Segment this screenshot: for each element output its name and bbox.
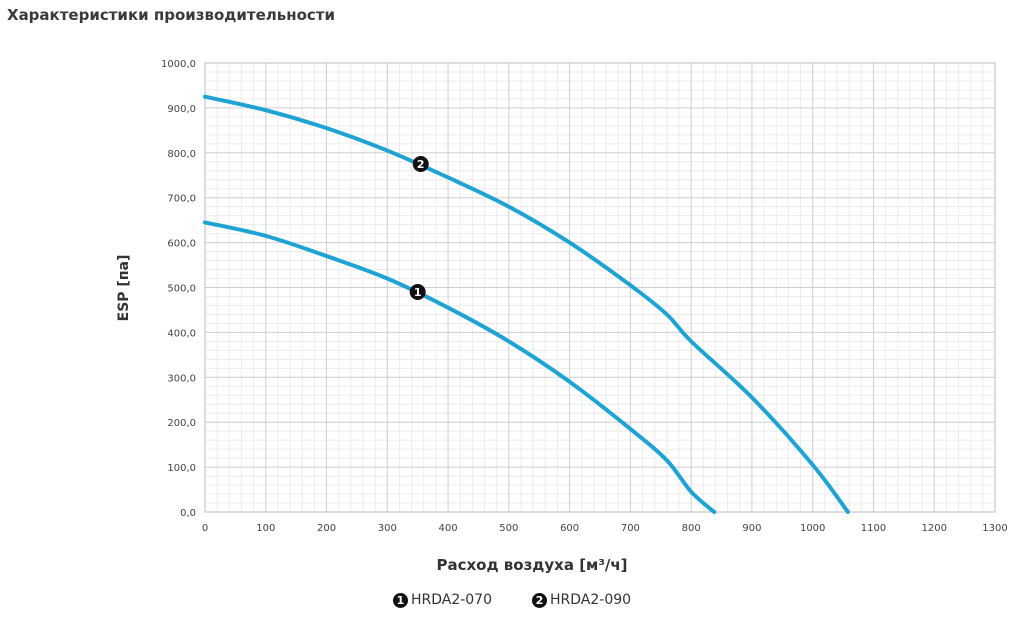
x-tick-label: 300 xyxy=(378,523,397,534)
legend-item-2: 2 HRDA2-090 xyxy=(532,592,631,608)
x-axis-ticks: 0 100 200 300 400 500 600 700 800 900 1000 1100 1200… xyxy=(202,523,1008,534)
series-marker-2 xyxy=(412,156,429,173)
plot-frame xyxy=(204,62,996,513)
y-tick-label: 500,0 xyxy=(167,284,196,295)
x-tick-label: 1100 xyxy=(861,523,886,534)
series-group xyxy=(203,94,850,514)
y-axis-label: ESP [па] xyxy=(116,255,132,322)
x-tick-label: 900 xyxy=(742,523,761,534)
series-marker-label-2: 2 xyxy=(417,158,425,171)
legend-marker-1: 1 xyxy=(392,592,408,608)
y-tick-label: 900,0 xyxy=(167,104,196,115)
y-tick-label: 700,0 xyxy=(167,194,196,205)
legend-label-1: HRDA2-070 xyxy=(410,592,492,608)
x-axis-label: Расход воздуха [м³/ч] xyxy=(436,556,627,574)
legend-marker-2: 2 xyxy=(532,592,547,608)
y-tick-label: 1000,0 xyxy=(161,59,196,70)
y-tick-label: 600,0 xyxy=(167,239,196,250)
series-marker-1 xyxy=(409,283,426,300)
series-line-1 xyxy=(203,220,717,514)
y-tick-label: 800,0 xyxy=(167,149,196,160)
y-tick-label: 100,0 xyxy=(167,463,196,474)
x-tick-label: 1300 xyxy=(982,523,1007,534)
y-tick-label: 400,0 xyxy=(167,328,196,339)
x-tick-label: 500 xyxy=(499,523,518,534)
y-tick-label: 300,0 xyxy=(167,373,196,384)
x-tick-label: 0 xyxy=(202,523,208,534)
x-tick-label: 600 xyxy=(560,523,579,534)
major-grid xyxy=(204,62,996,513)
x-tick-label: 100 xyxy=(256,523,275,534)
x-tick-label: 700 xyxy=(621,523,640,534)
legend: 1 HRDA2-070 2 HRDA2-090 xyxy=(0,592,1024,608)
y-axis-ticks: 0,0 100,0 200,0 300,0 400,0 500,0 600,0 700,0 80… xyxy=(161,59,196,519)
x-tick-label: 1000 xyxy=(800,523,825,534)
legend-item-1: 1 HRDA2-070 xyxy=(392,592,492,608)
performance-chart: 0 100 200 300 400 500 600 700 800 900 1000 1100 1200… xyxy=(116,59,1008,574)
x-tick-label: 400 xyxy=(439,523,458,534)
series-marker-label-1: 1 xyxy=(414,286,422,299)
legend-label-2: HRDA2-090 xyxy=(550,592,632,608)
series-line-2 xyxy=(203,94,850,514)
x-tick-label: 800 xyxy=(682,523,701,534)
y-tick-label: 0,0 xyxy=(180,508,196,519)
y-tick-label: 200,0 xyxy=(167,418,196,429)
x-tick-label: 1200 xyxy=(922,523,947,534)
page-title: Характеристики производительности xyxy=(7,6,336,24)
series-markers: 12 xyxy=(409,156,429,300)
x-tick-label: 200 xyxy=(317,523,336,534)
